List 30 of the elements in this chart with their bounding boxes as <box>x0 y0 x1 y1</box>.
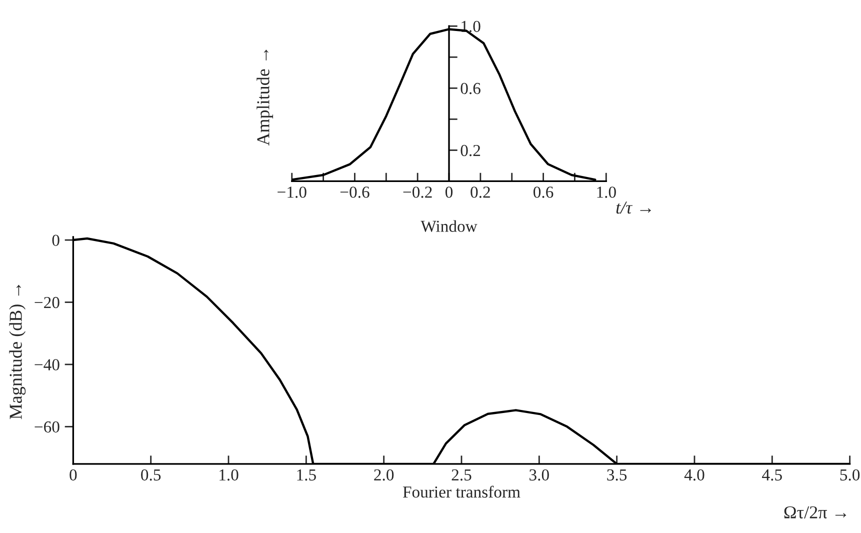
x-tick-label: 1.5 <box>297 469 316 481</box>
x-tick-label: 4.0 <box>684 469 704 481</box>
x-tick-label: −0.2 <box>403 186 432 198</box>
y-tick-label: −40 <box>34 359 60 370</box>
x-tick-label: 5.0 <box>840 469 860 481</box>
x-axis-title: Ωτ/2π → <box>784 506 846 518</box>
x-tick-label: 0.2 <box>470 186 490 198</box>
x-tick-label: 0.6 <box>534 186 554 198</box>
y-axis-title: Magnitude (dB) → <box>9 284 26 420</box>
y-tick-label: 0 <box>52 234 60 246</box>
x-tick-label: 0 <box>445 186 453 198</box>
y-tick-label: 0.6 <box>460 82 480 94</box>
x-tick-label: 4.5 <box>762 469 782 481</box>
x-tick-label: 0.5 <box>141 469 161 481</box>
x-tick-label: 1.0 <box>597 186 616 198</box>
text: Fourier transform <box>402 486 520 498</box>
x-tick-label: 3.0 <box>530 469 549 481</box>
x-tick-label: −1.0 <box>278 186 306 198</box>
x-tick-label: −0.6 <box>340 186 370 198</box>
y-tick-label: −20 <box>34 296 60 308</box>
y-axis-title: Amplitude → <box>256 50 274 146</box>
x-tick-label: 2.0 <box>374 469 394 481</box>
x-tick-label: 2.5 <box>452 469 472 481</box>
y-tick-label: −60 <box>34 421 60 433</box>
x-axis-title: t/τ → <box>616 202 651 214</box>
text: Window <box>420 220 478 232</box>
x-tick-label: 3.5 <box>607 469 627 481</box>
y-tick-label: 0.2 <box>460 144 480 156</box>
x-tick-label: 1.0 <box>220 469 238 481</box>
x-tick-label: 0 <box>70 469 77 481</box>
